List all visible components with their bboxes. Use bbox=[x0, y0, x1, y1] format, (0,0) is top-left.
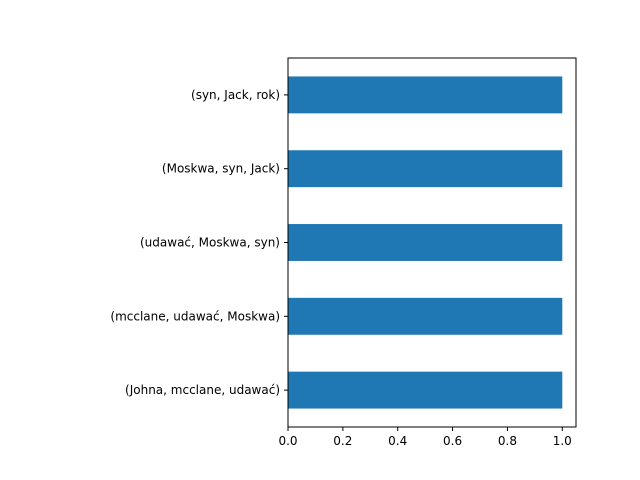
bar bbox=[288, 150, 563, 188]
x-tick-label: 0.0 bbox=[278, 434, 297, 448]
bar bbox=[288, 371, 563, 409]
x-tick-label: 0.2 bbox=[333, 434, 352, 448]
bar bbox=[288, 224, 563, 261]
x-tick-label: 1.0 bbox=[553, 434, 572, 448]
y-axis: (Johna, mcclane, udawać) (mcclane, udawać… bbox=[110, 88, 288, 397]
x-tick-label: 0.6 bbox=[443, 434, 462, 448]
bars bbox=[288, 76, 563, 409]
x-axis: 0.0 0.2 0.4 0.6 0.8 1.0 bbox=[278, 427, 572, 448]
x-tick-label: 0.8 bbox=[498, 434, 517, 448]
y-tick-label: (udawać, Moskwa, syn) bbox=[140, 236, 280, 250]
x-tick-label: 0.4 bbox=[388, 434, 407, 448]
bar bbox=[288, 76, 563, 114]
bar bbox=[288, 297, 563, 335]
y-tick-label: (Moskwa, syn, Jack) bbox=[162, 162, 280, 176]
y-tick-label: (Johna, mcclane, udawać) bbox=[125, 383, 280, 397]
plot-frame bbox=[287, 57, 577, 428]
y-tick-label: (syn, Jack, rok) bbox=[191, 88, 280, 102]
y-tick-label: (mcclane, udawać, Moskwa) bbox=[110, 309, 280, 323]
